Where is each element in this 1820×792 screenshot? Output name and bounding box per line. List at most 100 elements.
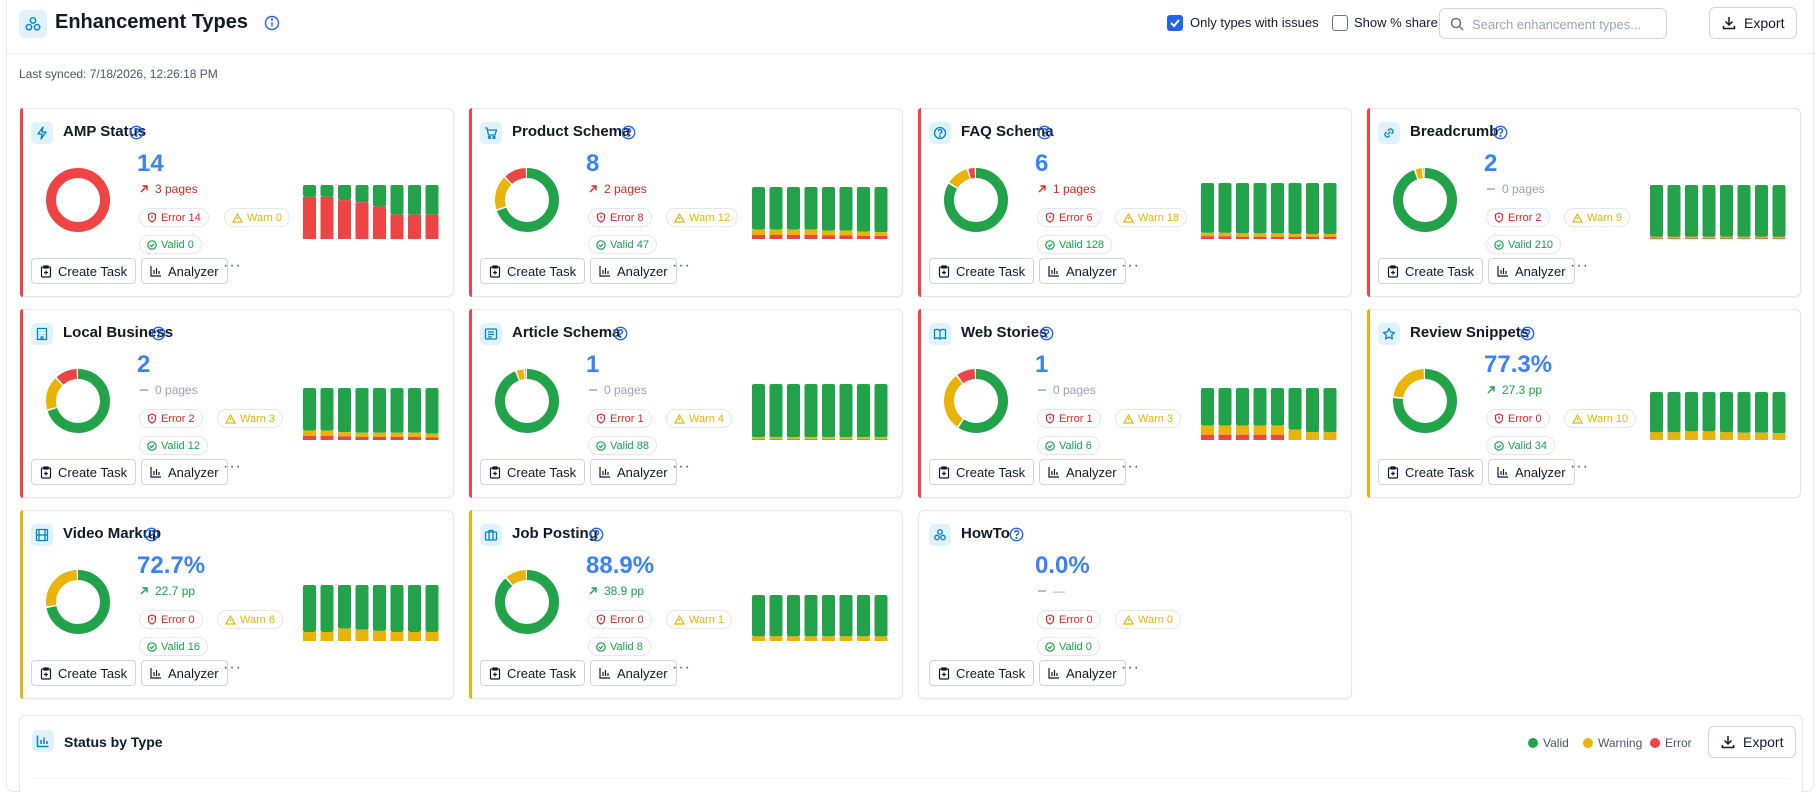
info-icon[interactable]: [264, 15, 280, 36]
minibar-warning: [769, 437, 783, 440]
analyzer-button[interactable]: Analyzer: [141, 459, 228, 485]
analyzer-button[interactable]: Analyzer: [141, 660, 228, 686]
help-icon[interactable]: [621, 125, 636, 145]
minibar-valid: [857, 187, 870, 232]
minibar-warning: [1288, 233, 1302, 237]
minibar-error: [1201, 236, 1214, 239]
help-icon[interactable]: [1039, 326, 1054, 346]
minibar-warning: [425, 632, 439, 641]
enhancement-card[interactable]: Breadcrumb 2 0 pages Error 2 Warn 9 Valid 210…: [1367, 108, 1801, 297]
more-options-button[interactable]: ···: [223, 458, 242, 475]
minibar-error: [804, 234, 818, 239]
minibar-warning: [390, 632, 404, 641]
donut-segment-valid: [1393, 369, 1457, 433]
warning-chip: Warn 18: [1115, 208, 1188, 227]
analyzer-button[interactable]: Analyzer: [1488, 258, 1575, 284]
more-options-button[interactable]: ···: [1121, 458, 1140, 475]
minibar-warning: [303, 632, 316, 641]
more-options-button[interactable]: ···: [1570, 257, 1589, 274]
create-task-button[interactable]: Create Task: [929, 660, 1035, 686]
more-options-button[interactable]: ···: [1121, 257, 1140, 274]
create-task-button[interactable]: Create Task: [31, 258, 137, 284]
analyzer-button[interactable]: Analyzer: [1039, 660, 1126, 686]
help-icon[interactable]: [151, 326, 166, 346]
help-icon[interactable]: [1009, 527, 1024, 547]
search-input[interactable]: [1472, 14, 1662, 34]
show-share-label[interactable]: Show % share: [1354, 15, 1438, 30]
minibar-warning: [320, 430, 334, 436]
bar-chart-icon: [32, 730, 54, 752]
show-share-checkbox[interactable]: [1332, 15, 1348, 31]
create-task-button[interactable]: Create Task: [480, 258, 586, 284]
status-stripe: [918, 510, 921, 699]
minibar-valid: [874, 595, 888, 637]
minibar-error: [1323, 236, 1337, 239]
only-issues-checkbox[interactable]: [1167, 15, 1183, 31]
enhancement-card[interactable]: Article Schema 1 0 pages Error 1 Warn 4 Valid…: [469, 309, 903, 498]
export-button[interactable]: Export: [1709, 7, 1798, 39]
analyzer-button[interactable]: Analyzer: [141, 258, 228, 284]
more-options-button[interactable]: ···: [672, 458, 691, 475]
more-options-button[interactable]: ···: [672, 257, 691, 274]
more-options-button[interactable]: ···: [1570, 458, 1589, 475]
analyzer-button[interactable]: Analyzer: [590, 660, 677, 686]
help-icon[interactable]: [1520, 326, 1535, 346]
export-label: Export: [1744, 15, 1785, 31]
create-task-button[interactable]: Create Task: [480, 660, 586, 686]
create-task-button[interactable]: Create Task: [31, 660, 137, 686]
analyzer-button[interactable]: Analyzer: [590, 258, 677, 284]
minibar-error: [338, 200, 351, 239]
create-task-button[interactable]: Create Task: [929, 258, 1035, 284]
analyzer-button[interactable]: Analyzer: [1039, 258, 1126, 284]
create-task-button[interactable]: Create Task: [1378, 258, 1484, 284]
minibar-valid: [822, 384, 835, 438]
bar-chart-icon: [150, 668, 161, 679]
more-options-button[interactable]: ···: [223, 257, 242, 274]
enhancement-card[interactable]: HowTo 0.0% — Error 0 Warn 0 Valid 0 Create Tas…: [918, 510, 1352, 699]
create-task-button[interactable]: Create Task: [31, 459, 137, 485]
analyzer-button[interactable]: Analyzer: [1039, 459, 1126, 485]
minibar-error: [303, 196, 316, 239]
enhancement-card[interactable]: AMP Status 14 3 pages Error 14 Warn 0 Valid 0…: [20, 108, 454, 297]
help-icon[interactable]: [613, 326, 628, 346]
create-task-button[interactable]: Create Task: [929, 459, 1035, 485]
newspaper-icon: [480, 323, 502, 345]
enhancement-card[interactable]: Job Posting 88.9% 38.9 pp Error 0 Warn 1 Vali…: [469, 510, 903, 699]
minibar-error: [769, 234, 783, 239]
valid-chip: Valid 0: [1037, 637, 1100, 656]
help-icon[interactable]: [144, 527, 159, 547]
valid-chip: Valid 8: [588, 637, 651, 656]
analyzer-button[interactable]: Analyzer: [1488, 459, 1575, 485]
minibar-valid: [1201, 388, 1214, 426]
card-value: 8: [586, 150, 600, 177]
more-options-button[interactable]: ···: [1121, 659, 1140, 676]
minibar-valid: [1667, 185, 1681, 237]
minibar-valid: [408, 388, 421, 433]
enhancement-card[interactable]: Review Snippets 77.3% 27.3 pp Error 0 Warn 1…: [1367, 309, 1801, 498]
more-options-button[interactable]: ···: [223, 659, 242, 676]
warning-chip: Warn 4: [666, 409, 733, 428]
status-export-button[interactable]: Export: [1708, 726, 1797, 758]
more-options-button[interactable]: ···: [672, 659, 691, 676]
enhancement-card[interactable]: Local Business 2 0 pages Error 2 Warn 3 Valid…: [20, 309, 454, 498]
status-stripe: [469, 510, 472, 699]
clipboard-icon: [489, 264, 501, 278]
card-value: 14: [137, 150, 164, 177]
clipboard-icon: [489, 666, 501, 680]
help-icon[interactable]: [1037, 125, 1052, 145]
help-icon[interactable]: [589, 527, 604, 547]
help-icon[interactable]: [129, 125, 144, 145]
help-icon[interactable]: [1493, 125, 1508, 145]
only-issues-label[interactable]: Only types with issues: [1190, 15, 1319, 30]
minibar-warning: [373, 432, 386, 437]
analyzer-button[interactable]: Analyzer: [590, 459, 677, 485]
minibar-valid: [1201, 183, 1214, 233]
minibar-valid: [752, 187, 765, 230]
enhancement-card[interactable]: FAQ Schema 6 1 pages Error 6 Warn 18 Valid 12…: [918, 108, 1352, 297]
enhancement-card[interactable]: Video Markup 72.7% 22.7 pp Error 0 Warn 6 Val…: [20, 510, 454, 699]
minibar-warning: [1201, 425, 1214, 435]
enhancement-card[interactable]: Product Schema 8 2 pages Error 8 Warn 12 Vali…: [469, 108, 903, 297]
create-task-button[interactable]: Create Task: [480, 459, 586, 485]
create-task-button[interactable]: Create Task: [1378, 459, 1484, 485]
